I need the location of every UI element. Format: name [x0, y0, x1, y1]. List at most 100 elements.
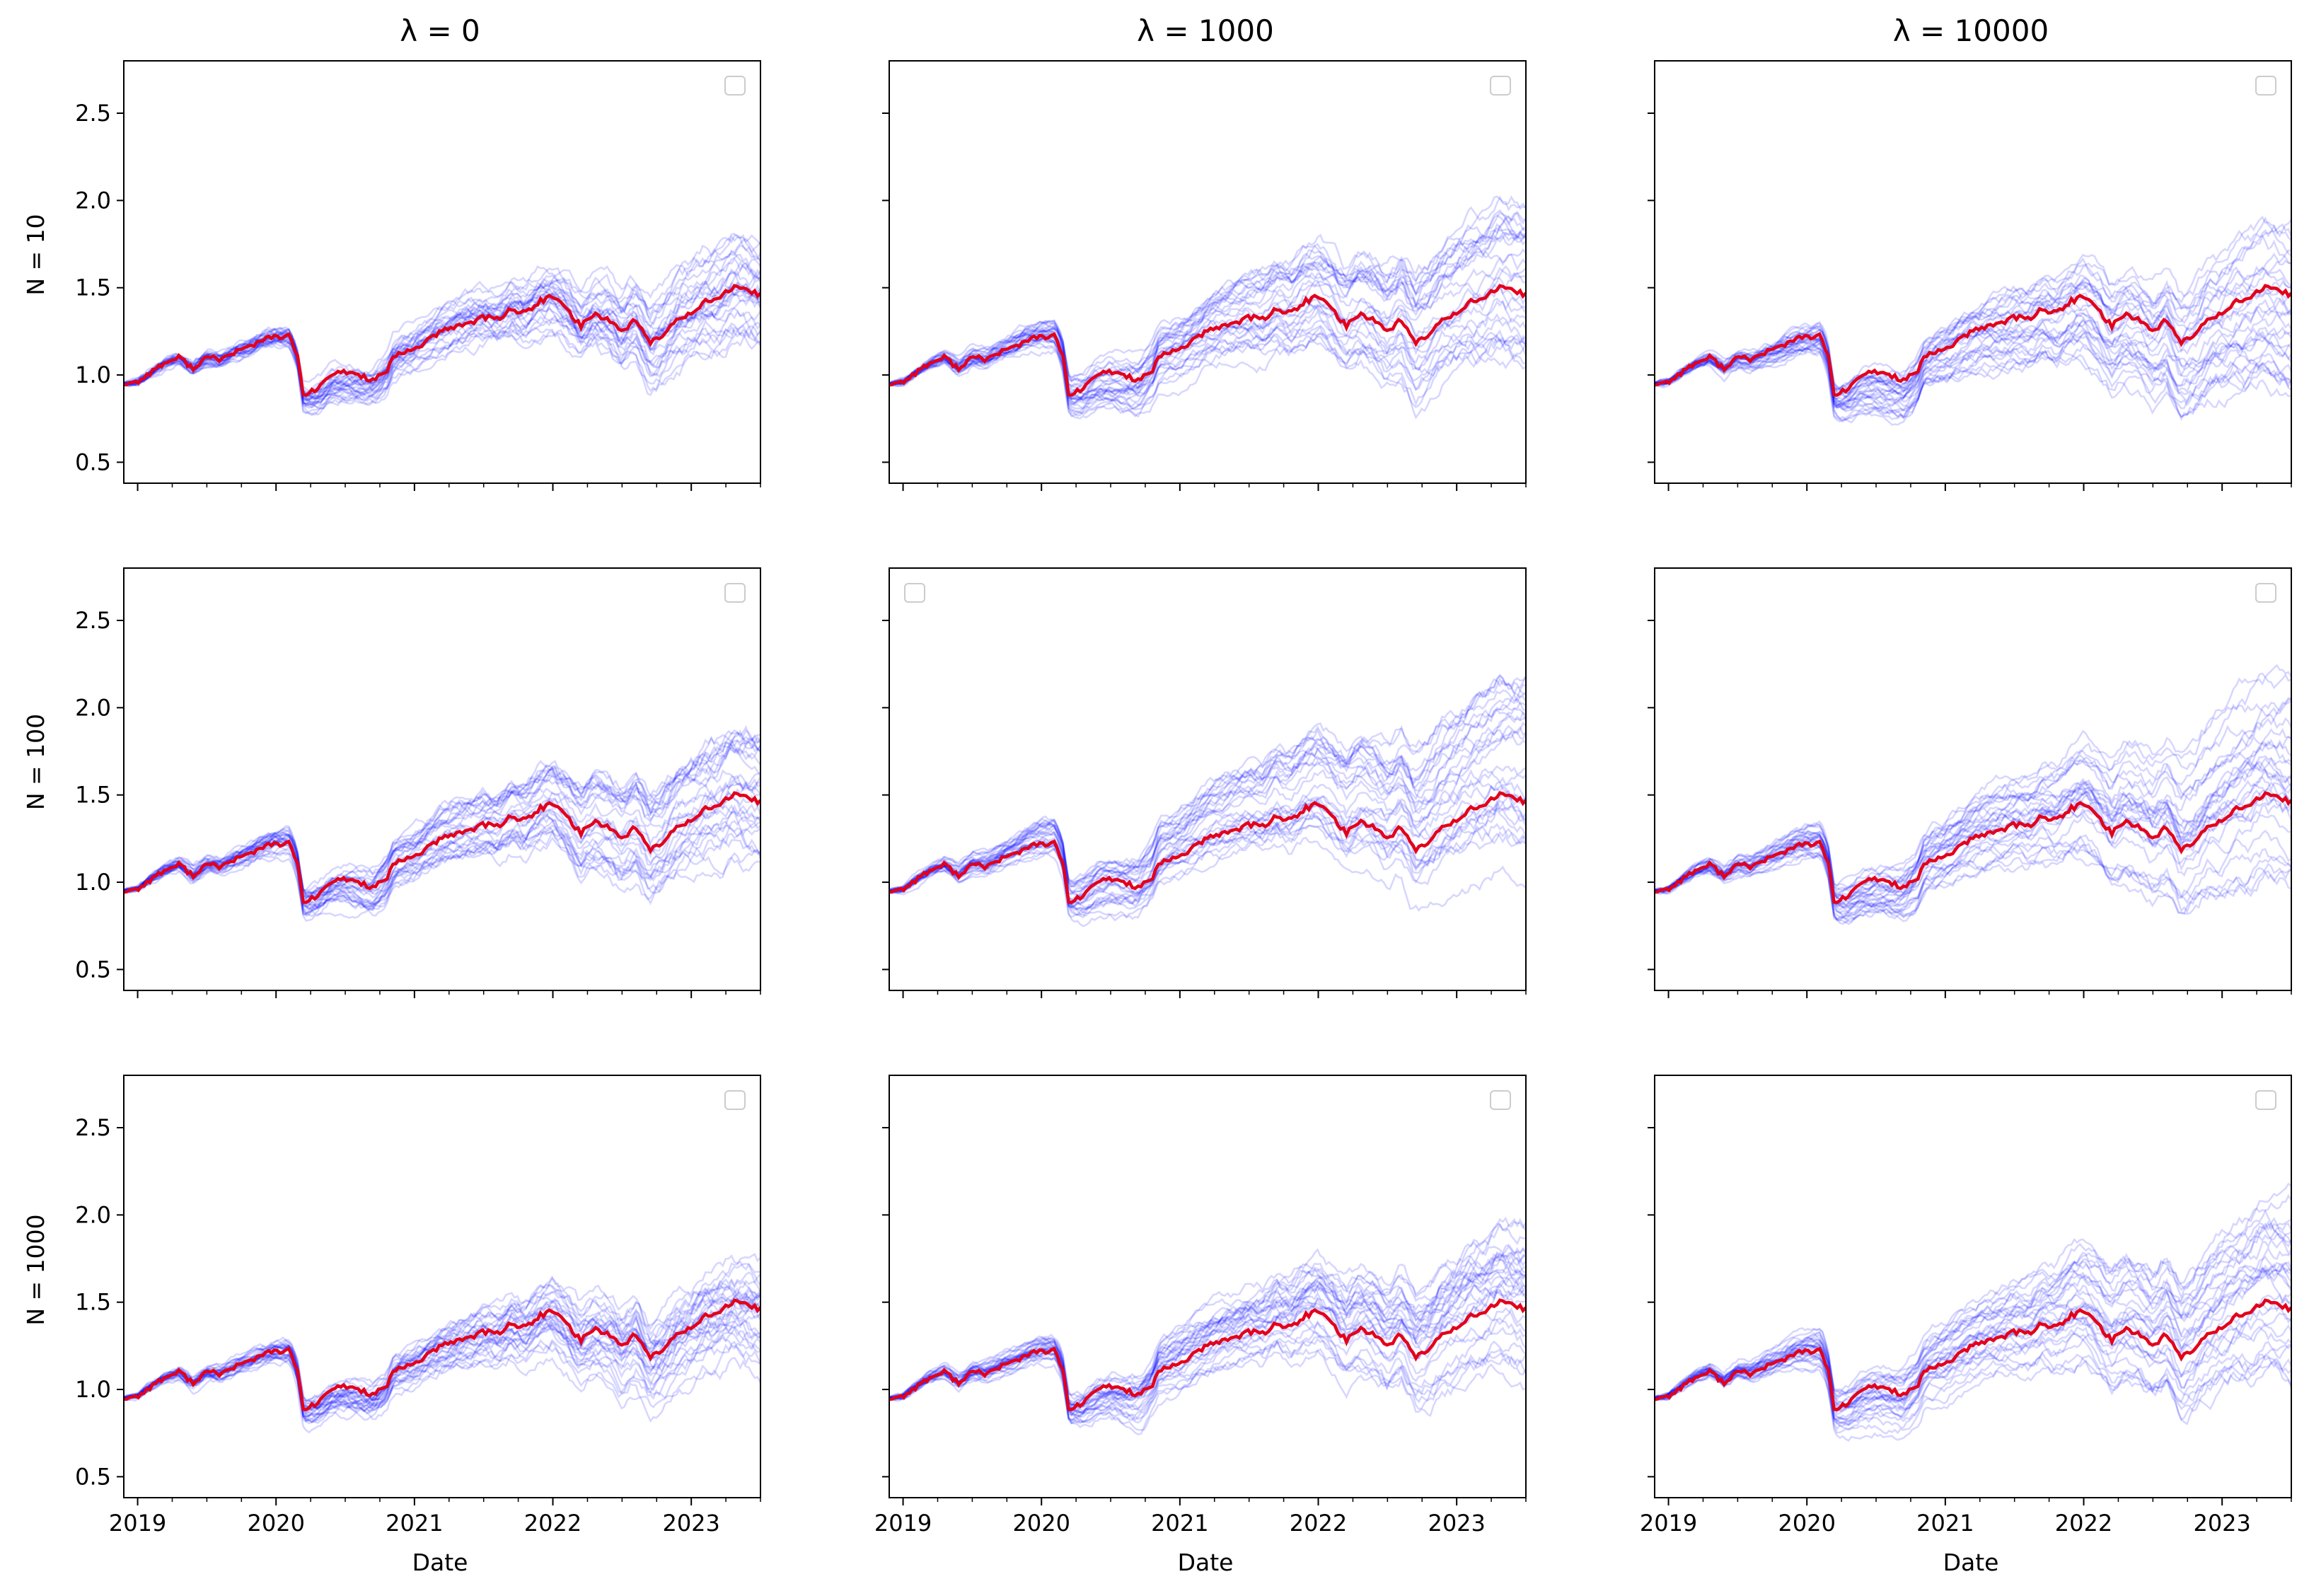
simulation-line [1655, 1351, 2291, 1435]
simulation-line [124, 740, 760, 900]
simulation-line [124, 769, 760, 900]
legend-box [1490, 76, 1511, 96]
simulation-line [124, 1254, 760, 1409]
simulation-line [1655, 794, 2291, 908]
column-title-lambda-0: λ = 0 [400, 13, 480, 48]
simulation-line [889, 700, 1526, 893]
simulation-line [1655, 223, 2291, 395]
simulation-line [1655, 739, 2291, 901]
simulation-line [1655, 216, 2291, 391]
simulation-line [1655, 267, 2291, 396]
x-tick-label: 2022 [2055, 1510, 2112, 1537]
simulation-line [889, 768, 1526, 902]
simulation-line [124, 1280, 760, 1413]
simulation-line [124, 731, 760, 898]
y-tick-label: 0.5 [75, 956, 111, 983]
simulation-line [1655, 276, 2291, 396]
simulation-line [889, 325, 1526, 416]
simulation-line [889, 1289, 1526, 1409]
subplot-r1-c2 [1648, 567, 2292, 998]
axes-frame [123, 1075, 761, 1498]
simulation-line [889, 1334, 1526, 1422]
simulation-line [124, 744, 760, 891]
legend-box [724, 583, 746, 603]
y-tick-label: 2.5 [75, 100, 111, 127]
simulation-line [1655, 1182, 2291, 1399]
simulation-line [889, 299, 1526, 410]
benchmark-line [124, 284, 760, 397]
simulation-line [124, 836, 760, 923]
simulation-line [889, 1303, 1526, 1413]
benchmark-line [889, 1298, 1526, 1411]
simulation-line [1655, 268, 2291, 395]
simulation-line [1655, 1193, 2291, 1401]
axes-frame [1654, 1075, 2292, 1498]
y-tick-label: 1.5 [75, 1289, 111, 1316]
simulation-line [889, 1254, 1526, 1407]
simulation-line [889, 1222, 1526, 1399]
x-tick-label: 2023 [1428, 1510, 1485, 1537]
simulation-line [1655, 1208, 2291, 1406]
legend-box [904, 583, 925, 603]
simulation-line [889, 319, 1526, 420]
simulation-line [889, 1253, 1526, 1408]
simulation-line [1655, 1218, 2291, 1401]
simulation-line [1655, 1261, 2291, 1411]
simulation-line [1655, 1264, 2291, 1411]
simulation-line [124, 820, 760, 918]
axes-frame [1654, 60, 2292, 484]
x-tick-label: 2019 [874, 1510, 932, 1537]
subplot-r1-c1 [882, 567, 1527, 998]
simulation-line [124, 736, 760, 896]
simulation-line [1655, 330, 2291, 424]
simulation-line [889, 1255, 1526, 1401]
x-tick-label: 2022 [524, 1510, 581, 1537]
simulation-line [889, 283, 1526, 405]
simulation-line [889, 230, 1526, 388]
simulation-line [1655, 842, 2291, 920]
simulation-line [1655, 319, 2291, 412]
simulation-line [889, 209, 1526, 386]
column-title-lambda-1000: λ = 1000 [1137, 13, 1274, 48]
simulation-line [889, 1251, 1526, 1406]
simulation-line [1655, 337, 2291, 412]
simulation-line [1655, 1333, 2291, 1422]
simulation-line [1655, 215, 2291, 390]
simulation-paths [124, 724, 760, 923]
simulation-line [1655, 1321, 2291, 1423]
simulation-line [889, 1348, 1526, 1431]
simulation-line [1655, 320, 2291, 408]
simulation-line [124, 250, 760, 398]
simulation-line [1655, 664, 2291, 893]
simulation-line [1655, 1355, 2291, 1430]
simulation-line [1655, 673, 2291, 894]
simulation-line [124, 1298, 760, 1418]
simulation-line [124, 309, 760, 409]
simulation-line [1655, 328, 2291, 426]
benchmark-line [1655, 791, 2291, 904]
simulation-line [124, 276, 760, 397]
simulation-line [889, 721, 1526, 896]
simulation-line [889, 693, 1526, 891]
subplot-grid: 0.5 1.0 1.5 2.0 2.5 0.5 1.0 1.5 2.0 2.5 0.5 1.0 1.5 2… [75, 60, 2292, 1537]
simulation-line [1655, 755, 2291, 900]
simulation-line [124, 298, 760, 401]
simulation-line [1655, 1246, 2291, 1409]
simulation-line [1655, 1264, 2291, 1413]
simulation-line [124, 1252, 760, 1401]
simulation-line [889, 1218, 1526, 1409]
simulation-line [1655, 760, 2291, 911]
subplot-r2-c1: 2019 2020 2021 2022 2023 [874, 1075, 1527, 1537]
simulation-line [1655, 727, 2291, 906]
row-label-n-10: N = 10 [22, 214, 50, 295]
subplot-r2-c2: 2019 2020 2021 2022 2023 [1640, 1075, 2292, 1537]
simulation-line [1655, 1326, 2291, 1423]
simulation-line [124, 739, 760, 895]
simulation-line [889, 283, 1526, 401]
y-tick-label: 1.0 [75, 362, 111, 388]
y-tick-label: 1.5 [75, 782, 111, 809]
simulation-line [889, 1340, 1526, 1435]
simulation-line [1655, 332, 2291, 421]
simulation-line [124, 1289, 760, 1405]
